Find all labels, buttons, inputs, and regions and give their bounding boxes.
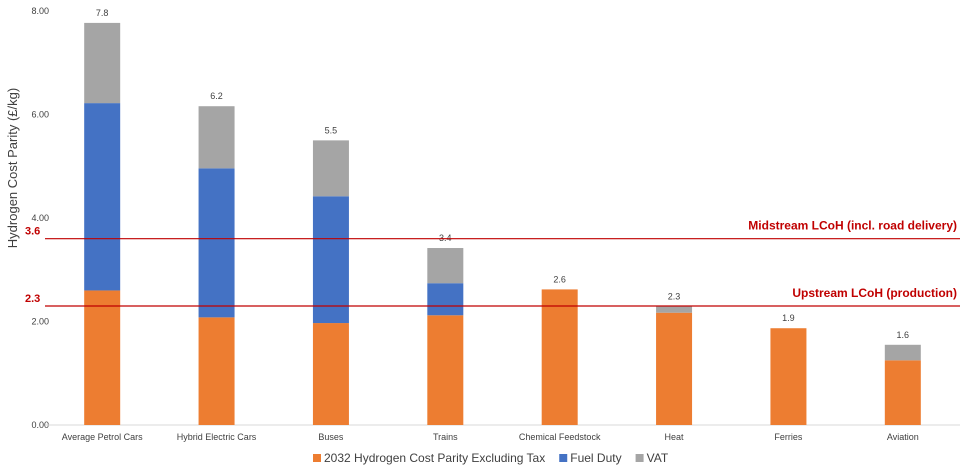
bar-segment (198, 317, 235, 425)
bar-segment (312, 323, 349, 425)
y-tick-label: 6.00 (31, 110, 49, 120)
legend-entry: 2032 Hydrogen Cost Parity Excluding Tax (324, 451, 545, 465)
bar-segment (656, 312, 693, 425)
y-tick-label: 4.00 (31, 213, 49, 223)
bar-segment (84, 22, 121, 104)
bar-segment (427, 283, 464, 316)
bar-segment (770, 328, 807, 425)
bar-total-label: 2.6 (553, 274, 566, 284)
y-axis-label: Hydrogen Cost Parity (£/kg) (5, 88, 20, 248)
y-tick-label: 0.00 (31, 420, 49, 430)
category-label: Average Petrol Cars (62, 432, 143, 442)
category-label: Heat (665, 432, 685, 442)
legend-entry: VAT (647, 451, 669, 465)
reference-line-value: 2.3 (25, 293, 40, 305)
legend-swatch (559, 454, 568, 462)
bar-total-label: 2.3 (668, 291, 681, 301)
category-label: Aviation (887, 432, 919, 442)
category-label: Buses (318, 432, 344, 442)
bar-total-label: 6.2 (210, 91, 223, 101)
bar-segment (427, 315, 464, 425)
bar-segment (312, 196, 349, 324)
category-label: Chemical Feedstock (519, 432, 601, 442)
bars (84, 22, 921, 425)
category-labels: Average Petrol Cars Hybrid Electric Cars B… (62, 432, 919, 442)
legend-swatch (313, 454, 321, 462)
bar-segment (84, 290, 121, 425)
bar-total-label: 3.4 (439, 233, 452, 243)
bar-segment (84, 103, 121, 291)
bar-total-label: 5.5 (325, 125, 338, 135)
reference-line-label: Upstream LCoH (production) (792, 286, 957, 300)
bar-segment (427, 248, 464, 284)
bar-total-labels: 7.8 6.2 5.5 3.4 2.6 2.3 1.9 1.6 (96, 8, 909, 340)
legend: 2032 Hydrogen Cost Parity Excluding Tax F… (313, 451, 669, 465)
category-label: Ferries (774, 432, 803, 442)
reference-line-value: 3.6 (25, 226, 40, 238)
category-label: Trains (433, 432, 458, 442)
bar-total-label: 1.9 (782, 313, 795, 323)
reference-line-label: Midstream LCoH (incl. road delivery) (748, 219, 957, 233)
bar-segment (312, 140, 349, 197)
bar-segment (884, 344, 921, 361)
y-tick-label: 2.00 (31, 317, 49, 327)
reference-lines: 3.6 Midstream LCoH (incl. road delivery) 2… (25, 219, 960, 307)
legend-swatch (635, 454, 644, 462)
bar-total-label: 1.6 (897, 330, 910, 340)
bar-segment (541, 289, 578, 425)
y-axis-ticks: 0.00 2.00 4.00 6.00 8.00 (31, 6, 49, 430)
category-label: Hybrid Electric Cars (177, 432, 257, 442)
legend-entry: Fuel Duty (570, 451, 621, 465)
bar-segment (656, 306, 693, 313)
bar-segment (884, 360, 921, 425)
bar-total-label: 7.8 (96, 8, 109, 18)
bar-segment (198, 106, 235, 169)
bar-segment (198, 168, 235, 318)
y-tick-label: 8.00 (31, 6, 49, 16)
